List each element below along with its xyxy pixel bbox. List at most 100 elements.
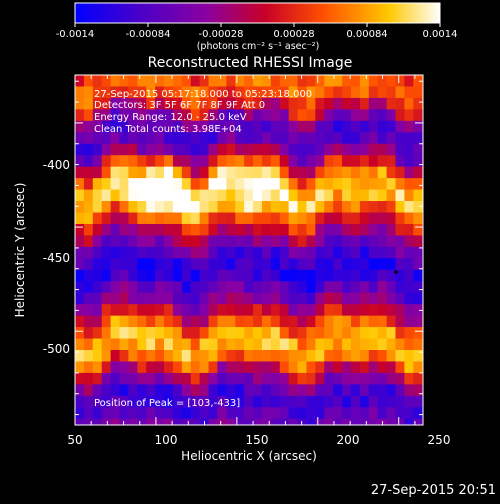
- heatmap-cell: [75, 258, 85, 271]
- heatmap-cell: [146, 235, 156, 248]
- heatmap-cell: [404, 292, 414, 305]
- heatmap-cell: [164, 269, 174, 282]
- heatmap-cell: [333, 418, 343, 425]
- heatmap-cell: [226, 292, 236, 305]
- heatmap-cell: [146, 178, 156, 191]
- heatmap-cell: [101, 258, 112, 271]
- heatmap-cell: [413, 246, 423, 259]
- heatmap-cell: [120, 430, 130, 442]
- heatmap-cell: [279, 292, 290, 305]
- heatmap-cell: [368, 212, 379, 225]
- heatmap-cell: [101, 315, 112, 328]
- heatmap-cell: [217, 430, 227, 442]
- heatmap-cell: [253, 338, 263, 351]
- heatmap-cell: [261, 327, 272, 340]
- heatmap-cell: [342, 407, 352, 420]
- heatmap-cell: [395, 120, 405, 133]
- heatmap-cell: [395, 166, 405, 179]
- heatmap-cell: [146, 350, 156, 363]
- heatmap-cell: [350, 132, 361, 145]
- heatmap-cell: [75, 246, 85, 259]
- heatmap-cell: [350, 189, 361, 202]
- heatmap-cell: [422, 189, 423, 202]
- heatmap-cell: [342, 155, 352, 168]
- heatmap-cell: [386, 315, 397, 328]
- heatmap-cell: [92, 120, 103, 133]
- heatmap-cell: [190, 281, 201, 294]
- heatmap-cell: [261, 189, 272, 202]
- heatmap-cell: [217, 338, 227, 351]
- heatmap-cell: [75, 189, 85, 202]
- heatmap-cell: [359, 384, 370, 397]
- heatmap-cell: [413, 166, 423, 179]
- heatmap-cell: [368, 178, 379, 191]
- heatmap-cell: [244, 281, 254, 294]
- heatmap-cell: [333, 223, 343, 237]
- heatmap-cell: [235, 109, 245, 122]
- heatmap-cell: [297, 143, 308, 156]
- heatmap-cell: [315, 86, 325, 99]
- heatmap-cell: [137, 246, 147, 259]
- heatmap-cell: [253, 201, 263, 214]
- heatmap-cell: [83, 418, 94, 425]
- heatmap-cell: [172, 166, 183, 179]
- heatmap-cell: [217, 395, 227, 408]
- heatmap-cell: [261, 292, 272, 305]
- heatmap-cell: [288, 246, 299, 259]
- heatmap-cell: [208, 120, 219, 133]
- heatmap-cell: [182, 430, 192, 442]
- heatmap-cell: [181, 418, 192, 425]
- heatmap-cell: [315, 430, 325, 442]
- heatmap-cell: [83, 292, 94, 305]
- y-tick-label-450: -450: [43, 251, 70, 265]
- heatmap-cell: [235, 304, 245, 317]
- heatmap-cell: [172, 75, 183, 88]
- heatmap-cell: [350, 201, 361, 214]
- heatmap-cell: [333, 315, 343, 328]
- heatmap-cell: [315, 212, 325, 225]
- heatmap-cell: [208, 281, 219, 294]
- heatmap-cell: [101, 395, 112, 408]
- heatmap-cell: [279, 372, 290, 385]
- heatmap-cell: [270, 269, 281, 282]
- heatmap-cell: [83, 212, 94, 225]
- heatmap-cell: [244, 350, 254, 363]
- heatmap-cell: [199, 315, 210, 328]
- heatmap-cell: [261, 178, 272, 191]
- heatmap-cell: [226, 372, 236, 385]
- heatmap-cell: [199, 384, 210, 397]
- heatmap-cell: [377, 166, 388, 179]
- heatmap-cell: [297, 109, 308, 122]
- heatmap-cell: [270, 143, 281, 156]
- heatmap-cell: [297, 281, 308, 294]
- heatmap-cell: [279, 212, 290, 225]
- heatmap-cell: [83, 132, 94, 145]
- heatmap-cell: [404, 269, 414, 282]
- heatmap-cell: [146, 189, 156, 202]
- heatmap-cell: [404, 281, 414, 294]
- heatmap-cell: [404, 372, 414, 385]
- heatmap-cell: [288, 97, 299, 110]
- heatmap-cell: [137, 361, 147, 374]
- heatmap-cell: [172, 109, 183, 122]
- heatmap-cell: [253, 246, 263, 259]
- heatmap-cell: [413, 109, 423, 122]
- heatmap-cell: [217, 258, 227, 271]
- heatmap-cell: [217, 189, 227, 202]
- heatmap-cell: [350, 372, 361, 385]
- heatmap-cell: [404, 178, 414, 191]
- heatmap-cell: [137, 223, 147, 237]
- heatmap-cell: [253, 166, 263, 179]
- heatmap-cell: [119, 407, 130, 420]
- heatmap-cell: [137, 384, 147, 397]
- heatmap-cell: [404, 304, 414, 317]
- heatmap-cell: [386, 418, 397, 425]
- heatmap-cell: [324, 384, 334, 397]
- x-axis-label: Heliocentric X (arcsec): [181, 449, 317, 463]
- heatmap-cell: [253, 132, 263, 145]
- heatmap-cell: [342, 372, 352, 385]
- heatmap-cell: [119, 212, 130, 225]
- heatmap-cell: [253, 418, 263, 425]
- heatmap-cell: [404, 418, 414, 425]
- heatmap-cell: [377, 97, 388, 110]
